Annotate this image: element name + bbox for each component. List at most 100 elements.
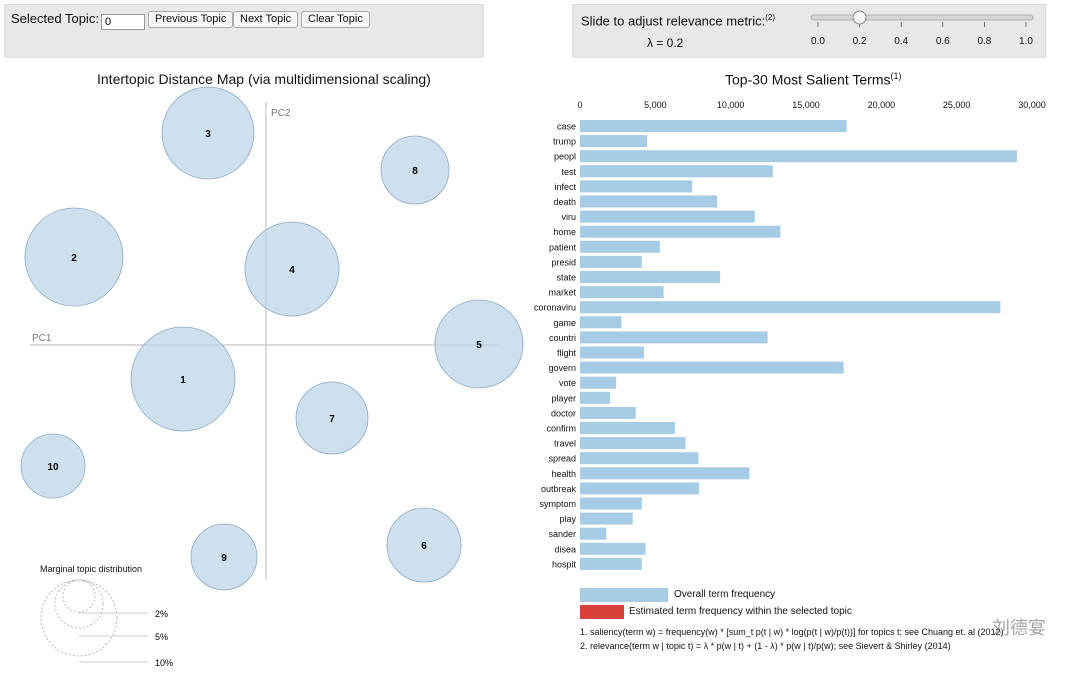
bar-confirm[interactable] — [580, 422, 675, 434]
term-label-death[interactable]: death — [553, 197, 576, 207]
bar-trump[interactable] — [580, 135, 648, 148]
selected-topic-input[interactable] — [101, 14, 145, 30]
bar-chart-title-text: Top-30 Most Salient Terms — [725, 71, 891, 88]
bar-sander[interactable] — [580, 527, 607, 540]
bar-health[interactable] — [580, 467, 750, 480]
x-tick-label: 10,000 — [717, 100, 745, 110]
next-topic-button[interactable]: Next Topic — [233, 11, 299, 28]
legend-overall-swatch — [580, 588, 668, 602]
term-label-travel[interactable]: travel — [554, 439, 576, 449]
bar-peopl[interactable] — [580, 150, 1017, 163]
term-label-doctor[interactable]: doctor — [551, 408, 576, 418]
term-label-case[interactable]: case — [557, 122, 576, 132]
term-label-vote[interactable]: vote — [559, 378, 576, 388]
term-label-patient[interactable]: patient — [549, 242, 577, 252]
bar-patient[interactable] — [580, 240, 660, 253]
topic-circle-1[interactable]: 1 — [130, 326, 236, 432]
bar-countri[interactable] — [580, 331, 768, 344]
topic-circle-4[interactable]: 4 — [244, 221, 340, 317]
term-label-infect[interactable]: infect — [554, 182, 576, 192]
bar-outbreak[interactable] — [580, 482, 700, 495]
salient-terms-chart: 0 5,000 10,000 15,000 20,000 25,000 30,000 case… — [534, 100, 1046, 570]
x-tick-label: 0 — [577, 100, 582, 110]
slider-tick-label: 1.0 — [1019, 36, 1033, 47]
term-label-outbreak[interactable]: outbreak — [541, 484, 577, 494]
topic-circle-7[interactable]: 7 — [295, 381, 369, 455]
bar-home[interactable] — [580, 225, 781, 238]
legend-overall-label: Overall term frequency — [674, 589, 776, 600]
term-label-sander[interactable]: sander — [548, 529, 576, 539]
topic-control-panel: Selected Topic: Previous Topic Next Topi… — [4, 4, 484, 58]
topic-circle-3[interactable]: 3 — [161, 86, 255, 180]
term-label-hospit[interactable]: hospit — [552, 559, 577, 569]
topic-circle-9[interactable]: 9 — [190, 523, 258, 591]
clear-topic-button[interactable]: Clear Topic — [301, 11, 370, 28]
bar-death[interactable] — [580, 195, 718, 208]
term-label-confirm[interactable]: confirm — [546, 424, 576, 434]
bar-hospit[interactable] — [580, 557, 642, 570]
bar-state[interactable] — [580, 271, 721, 283]
relevance-slider[interactable]: 0.0 0.2 0.4 0.6 0.8 1.0 — [573, 5, 1045, 57]
x-tick-label: 5,000 — [644, 100, 667, 110]
slider-tick-label: 0.4 — [894, 36, 908, 47]
term-label-trump[interactable]: trump — [553, 137, 576, 147]
term-label-countri[interactable]: countri — [549, 333, 576, 343]
pc1-label: PC1 — [32, 333, 52, 344]
map-title: Intertopic Distance Map (via multidimens… — [97, 71, 431, 87]
term-label-test[interactable]: test — [561, 167, 576, 177]
term-label-player[interactable]: player — [551, 393, 576, 403]
topic-label-8: 8 — [412, 166, 418, 177]
term-label-health[interactable]: health — [551, 469, 576, 479]
bar-game[interactable] — [580, 316, 622, 329]
term-label-state[interactable]: state — [556, 273, 576, 283]
bar-travel[interactable] — [580, 437, 686, 450]
x-tick-label: 15,000 — [792, 100, 820, 110]
term-label-coronaviru[interactable]: coronaviru — [534, 303, 576, 313]
term-label-peopl[interactable]: peopl — [554, 152, 576, 162]
bar-govern[interactable] — [580, 361, 844, 374]
bar-coronaviru[interactable] — [580, 301, 1001, 314]
bar-vote[interactable] — [580, 376, 617, 389]
term-label-market[interactable]: market — [548, 288, 576, 298]
term-label-play[interactable]: play — [559, 514, 576, 524]
marginal-distribution-legend: 2% 5% 10% — [40, 579, 173, 668]
marginal-distribution-title: Marginal topic distribution — [40, 564, 142, 574]
bar-disea[interactable] — [580, 542, 646, 555]
topic-label-2: 2 — [71, 253, 77, 264]
slider-handle[interactable] — [852, 10, 867, 25]
bar-spread[interactable] — [580, 452, 699, 465]
term-label-presid[interactable]: presid — [551, 257, 576, 267]
topic-circle-6[interactable]: 6 — [386, 507, 462, 583]
bar-play[interactable] — [580, 512, 633, 525]
term-label-symptom[interactable]: symptom — [539, 499, 576, 509]
topic-circle-5[interactable]: 5 — [434, 299, 524, 389]
term-label-disea[interactable]: disea — [554, 544, 576, 554]
bar-doctor[interactable] — [580, 406, 636, 419]
term-label-flight[interactable]: flight — [557, 348, 577, 358]
x-tick-label: 30,000 — [1018, 100, 1046, 110]
term-label-spread[interactable]: spread — [548, 454, 576, 464]
topic-circle-8[interactable]: 8 — [380, 135, 450, 205]
bar-infect[interactable] — [580, 180, 693, 193]
term-label-govern[interactable]: govern — [548, 363, 576, 373]
intertopic-map: PC2 PC1 3 8 2 4 5 1 7 10 6 9 Marginal to… — [20, 86, 524, 668]
bar-player[interactable] — [580, 391, 611, 404]
topic-label-4: 4 — [289, 265, 295, 276]
topic-circle-2[interactable]: 2 — [24, 207, 124, 307]
slider-track[interactable] — [810, 14, 1034, 21]
slider-label-text: Slide to adjust relevance metric: — [581, 13, 766, 29]
term-label-game[interactable]: game — [553, 318, 576, 328]
term-label-viru[interactable]: viru — [561, 212, 576, 222]
slider-label: Slide to adjust relevance metric:(2) — [581, 13, 775, 28]
bar-viru[interactable] — [580, 210, 755, 223]
topic-circle-10[interactable]: 10 — [20, 433, 86, 499]
bar-flight[interactable] — [580, 346, 645, 359]
bar-presid[interactable] — [580, 255, 642, 268]
slider-label-footnote: (2) — [765, 13, 776, 22]
previous-topic-button[interactable]: Previous Topic — [148, 11, 234, 28]
bar-test[interactable] — [580, 165, 773, 178]
term-label-home[interactable]: home — [553, 227, 576, 237]
bar-market[interactable] — [580, 286, 664, 299]
bar-case[interactable] — [580, 120, 847, 132]
bar-symptom[interactable] — [580, 497, 642, 510]
